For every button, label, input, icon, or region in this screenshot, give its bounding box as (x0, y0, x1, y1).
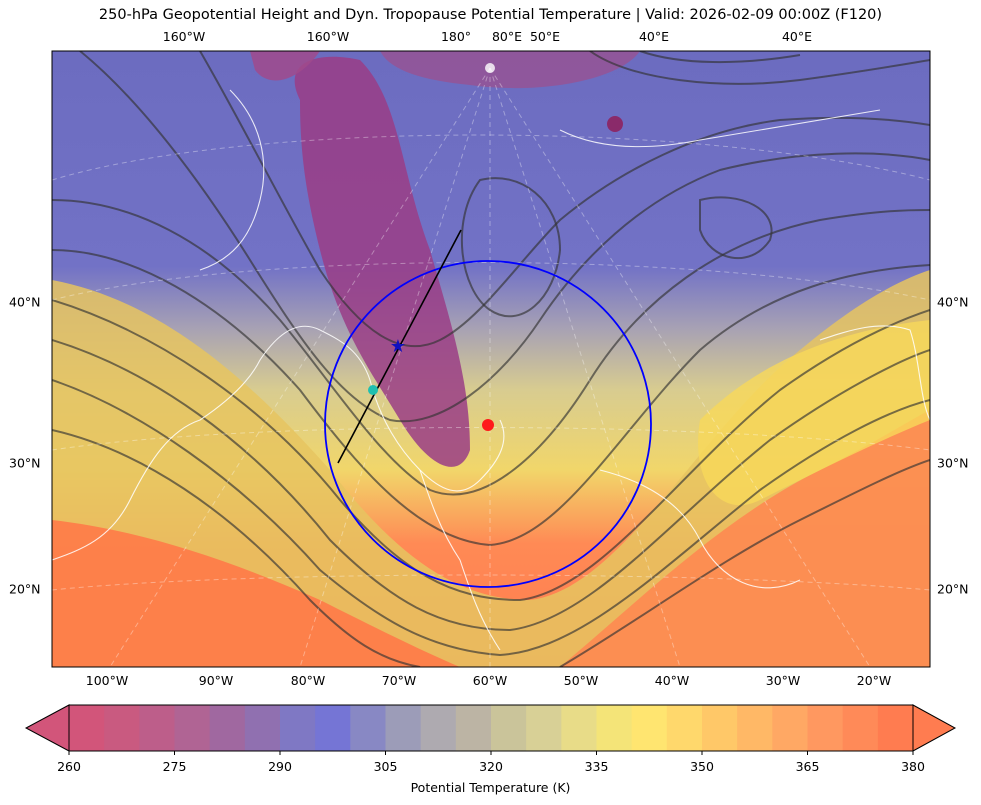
forecast-circle (324, 260, 652, 588)
colorbar-tick-label: 350 (690, 759, 714, 774)
colorbar-segment (315, 705, 351, 751)
cold-pool-north (250, 51, 320, 81)
top-lon-label: 40°E (638, 29, 670, 44)
bottom-lon-label: 100°W (85, 673, 129, 688)
colorbar-tick-label: 320 (479, 759, 503, 774)
blue-star-marker: ★ (390, 336, 406, 357)
colorbar-segment (596, 705, 633, 751)
red-dot-marker (482, 419, 494, 431)
colorbar-tick-label: 380 (901, 759, 925, 774)
cold-spot (607, 116, 623, 132)
map-frame (51, 50, 931, 668)
top-lon-label: 160°W (306, 29, 350, 44)
colorbar-segment (385, 705, 422, 751)
colorbar-segment (842, 705, 879, 751)
top-lon-label: 80°E (491, 29, 523, 44)
bottom-lon-label: 70°W (381, 673, 417, 688)
colorbar-extend-min (24, 704, 70, 752)
right-lat-label: 30°N (937, 455, 969, 471)
colorbar-tick-label: 365 (795, 759, 820, 774)
bottom-lon-label: 50°W (563, 673, 599, 688)
colorbar-segment (737, 705, 773, 751)
bottom-lon-label: 20°W (856, 673, 892, 688)
bottom-lon-label: 30°W (765, 673, 801, 688)
graticule (52, 67, 930, 667)
right-lat-label: 40°N (937, 294, 969, 310)
left-lat-label: 30°N (9, 455, 41, 471)
teal-dot-marker (368, 385, 378, 395)
map-title: 250-hPa Geopotential Height and Dyn. Tro… (98, 7, 883, 23)
colorbar (24, 704, 957, 755)
colorbar-label: Potential Temperature (K) (410, 780, 571, 795)
colorbar-segment (666, 705, 703, 751)
top-lon-label: 160°W (162, 29, 206, 44)
colorbar-segment (455, 705, 492, 751)
left-lat-label: 40°N (9, 294, 41, 310)
bottom-lon-label: 90°W (198, 673, 234, 688)
colorbar-tick-label: 335 (584, 759, 609, 774)
colorbar-segment (174, 705, 211, 751)
colorbar-segment (139, 705, 176, 751)
top-lon-label: 180° (440, 29, 472, 44)
colorbar-tick-label: 290 (268, 759, 292, 774)
cold-pool-top (380, 51, 640, 89)
cold-trough (294, 56, 470, 467)
cross-section-line (337, 229, 462, 464)
hot-airmass (52, 520, 460, 667)
colorbar-segment (244, 705, 281, 751)
colorbar-segment (69, 705, 105, 751)
colorbar-segment (877, 705, 914, 751)
colorbar-segment (631, 705, 668, 751)
colorbar-segment (772, 705, 809, 751)
colorbar-segment (350, 705, 387, 751)
colorbar-tick-label: 305 (373, 759, 398, 774)
bottom-lon-label: 60°W (472, 673, 508, 688)
colorbar-tick-label: 275 (162, 759, 187, 774)
colorbar-segment (807, 705, 844, 751)
colorbar-segment (702, 705, 738, 751)
colorbar-segment (280, 705, 316, 751)
colorbar-extend-max (912, 704, 957, 752)
colorbar-tick-label: 260 (57, 759, 81, 774)
colorbar-segment (491, 705, 527, 751)
colorbar-segment (209, 705, 246, 751)
coastlines (52, 89, 930, 651)
pole-marker (485, 63, 495, 73)
colorbar-segment (104, 705, 140, 751)
height-contours (52, 51, 930, 667)
top-lon-label: 50°E (529, 29, 561, 44)
yellow-airmass-east (698, 320, 930, 506)
bottom-lon-label: 80°W (290, 673, 326, 688)
colorbar-segment (561, 705, 598, 751)
left-lat-label: 20°N (9, 581, 41, 597)
right-lat-label: 20°N (937, 581, 969, 597)
hot-airmass-east (560, 410, 930, 667)
map-panel: ★ (52, 51, 930, 667)
colorbar-segment (420, 705, 457, 751)
colorbar-segment (526, 705, 562, 751)
top-lon-label: 40°E (781, 29, 813, 44)
bottom-lon-label: 40°W (654, 673, 690, 688)
